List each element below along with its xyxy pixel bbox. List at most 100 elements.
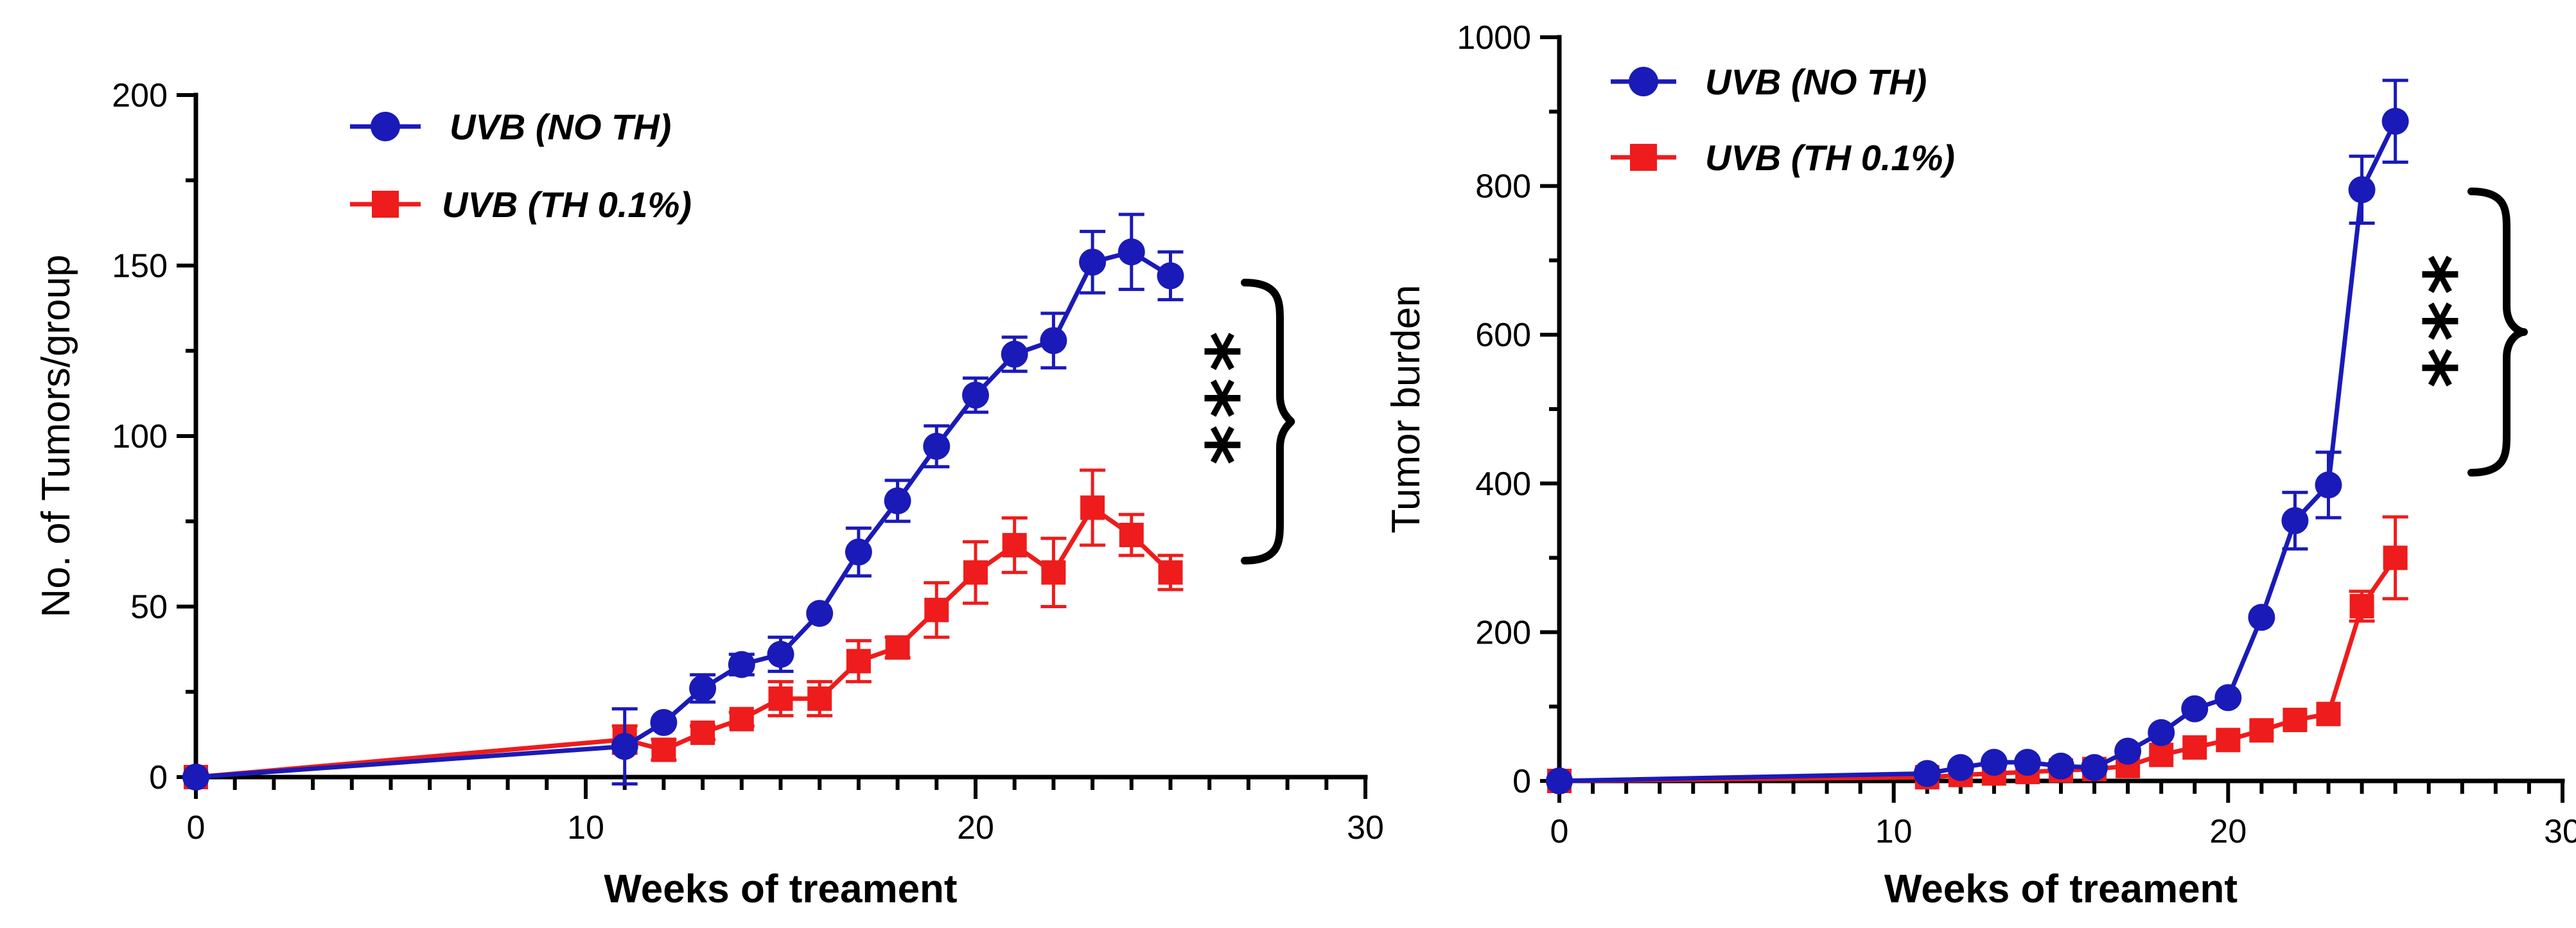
y-axis-title: No. of Tumors/group — [34, 254, 78, 617]
data-point — [689, 674, 717, 702]
data-point — [2181, 695, 2209, 722]
data-point — [2081, 754, 2108, 782]
data-point — [768, 686, 793, 711]
data-point — [807, 686, 832, 711]
data-point — [2381, 107, 2409, 135]
x-tick-label: 0 — [1550, 813, 1569, 850]
y-tick-label: 200 — [1475, 614, 1531, 651]
series-line — [1559, 120, 2397, 784]
series-line — [195, 249, 1172, 780]
data-point — [2214, 684, 2242, 712]
legend-marker — [1629, 67, 1658, 96]
data-point — [1041, 560, 1066, 585]
series-th-0-1 — [1547, 515, 2408, 793]
legend-marker — [371, 112, 400, 141]
x-tick-label: 10 — [1875, 813, 1913, 850]
data-point — [924, 597, 949, 622]
legend-marker — [1630, 144, 1657, 171]
data-point — [2216, 728, 2241, 753]
data-point — [846, 649, 871, 674]
data-point — [1119, 522, 1144, 547]
y-tick-label: 100 — [112, 418, 168, 455]
data-point — [611, 733, 638, 760]
data-point — [690, 720, 715, 745]
data-point — [2149, 742, 2174, 767]
data-point — [2348, 176, 2376, 204]
significance-brace — [1241, 279, 1295, 565]
significance-brace — [2467, 188, 2528, 477]
y-tick-label: 0 — [1512, 763, 1531, 800]
legend-label: UVB (NO TH) — [1705, 62, 1927, 102]
legend-marker — [372, 191, 399, 218]
chart-tumor-burden: 0 200 400 600 800 1000 0 10 20 30 Tumor burden Week… — [1384, 19, 2576, 911]
x-tick-label: 20 — [957, 809, 994, 846]
data-point — [2315, 471, 2342, 499]
y-tick-label: 1000 — [1457, 19, 1531, 57]
series-line — [195, 505, 1172, 780]
data-point — [1157, 262, 1184, 290]
x-tick-label: 30 — [2544, 813, 2576, 850]
data-point — [729, 706, 754, 731]
x-tick-label: 0 — [187, 809, 206, 846]
y-tick-label: 600 — [1475, 317, 1531, 354]
series-no-th — [1546, 78, 2409, 794]
y-tick-label: 150 — [112, 248, 168, 285]
data-point — [2282, 708, 2308, 733]
data-point — [2249, 718, 2274, 743]
data-point — [1080, 495, 1105, 520]
data-point — [884, 487, 911, 514]
data-point — [2383, 545, 2408, 570]
y-tick-label: 400 — [1475, 466, 1531, 503]
data-point — [2248, 604, 2275, 631]
data-point — [1980, 749, 2008, 776]
data-point — [885, 635, 910, 660]
series-line — [1559, 556, 2397, 784]
data-point — [962, 381, 989, 409]
legend-label: UVB (TH 0.1%) — [1705, 137, 1955, 178]
data-point — [845, 538, 872, 566]
y-tick-label: 50 — [130, 589, 168, 626]
data-point — [1913, 760, 1941, 787]
x-tick-label: 20 — [2209, 813, 2247, 850]
x-tick-label: 30 — [1347, 809, 1384, 846]
data-point — [2047, 752, 2074, 780]
data-point — [2182, 735, 2207, 760]
data-point — [2013, 749, 2041, 776]
data-point — [963, 560, 988, 585]
x-axis-title: Weeks of treament — [1884, 867, 2238, 911]
series-th-0-1 — [184, 468, 1184, 789]
data-point — [767, 640, 794, 668]
y-tick-label: 0 — [149, 759, 168, 796]
x-axis-title: Weeks of treament — [604, 867, 957, 911]
series-no-th — [182, 213, 1184, 791]
y-tick-label: 800 — [1475, 168, 1531, 206]
significance-stars: *** — [1164, 331, 1254, 471]
y-tick-label: 200 — [112, 77, 168, 114]
data-point — [650, 709, 678, 737]
significance-stars: *** — [2382, 254, 2471, 394]
data-point — [1002, 532, 1027, 557]
data-point — [1546, 767, 1573, 794]
chart-tumors-per-group: 0 50 100 150 200 0 10 20 30 No. of Tumors/group We… — [34, 77, 1384, 911]
data-point — [2349, 593, 2374, 618]
legend-label: UVB (NO TH) — [450, 107, 671, 147]
data-point — [2114, 737, 2142, 765]
data-point — [1079, 249, 1107, 276]
data-point — [1040, 327, 1067, 355]
data-point — [2316, 701, 2341, 726]
data-point — [1117, 238, 1145, 266]
y-axis-title: Tumor burden — [1384, 285, 1428, 533]
data-point — [1947, 754, 1974, 782]
data-point — [1001, 340, 1028, 368]
data-point — [2281, 507, 2309, 534]
data-point — [806, 600, 834, 627]
data-point — [923, 432, 951, 460]
data-point — [728, 651, 755, 678]
legend-label: UVB (TH 0.1%) — [442, 184, 692, 225]
x-tick-label: 10 — [567, 809, 604, 846]
data-point — [1158, 560, 1183, 585]
data-point — [651, 737, 676, 762]
data-point — [2148, 719, 2175, 746]
data-point — [182, 764, 209, 791]
